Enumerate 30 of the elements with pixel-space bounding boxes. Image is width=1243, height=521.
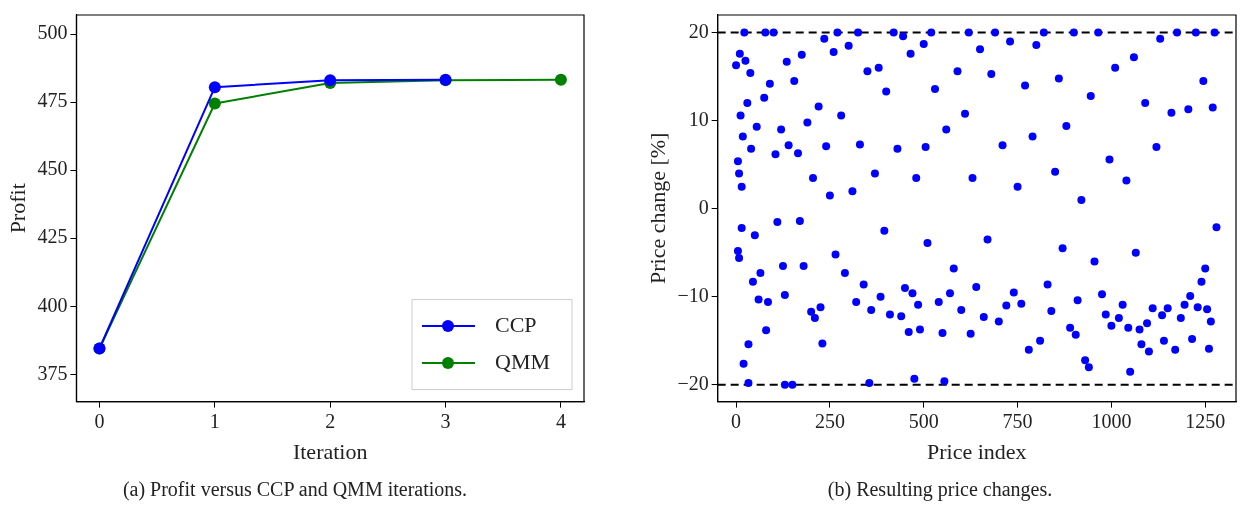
x-tick-label: 1000 (1091, 409, 1132, 432)
text: (a) Profit versus CCP and QMM iterations. (121, 478, 469, 501)
y-axis-title: Price change [%] (644, 132, 670, 285)
y-tick-label: 475 (37, 89, 68, 112)
x-tick-label: 1250 (1185, 409, 1226, 432)
y-tick-label: 10 (688, 107, 709, 130)
y-tick-label: 375 (37, 361, 68, 384)
y-tick-label: 450 (37, 157, 68, 180)
y-tick-label: 400 (37, 293, 68, 316)
y-tick-label: 425 (37, 225, 68, 248)
text: (b) Resulting price changes. (826, 478, 1054, 501)
y-axis-title: Profit (4, 183, 30, 234)
y-tick-label: 20 (688, 19, 709, 42)
x-tick-label: 1 (209, 409, 220, 432)
x-tick-label: 250 (814, 409, 845, 432)
legend-label: QMM (495, 348, 551, 374)
x-tick-label: 3 (440, 409, 451, 432)
y-tick-label: 500 (37, 21, 68, 44)
x-tick-label: 4 (555, 409, 566, 432)
x-tick-label: 750 (1002, 409, 1033, 432)
y-tick-label: −20 (677, 372, 709, 395)
y-tick-label: 0 (698, 195, 709, 218)
x-axis-title: Iteration (292, 438, 368, 464)
x-tick-label: 0 (731, 409, 742, 432)
x-axis-title: Price index (927, 438, 1027, 464)
x-tick-label: 500 (908, 409, 939, 432)
x-tick-label: 0 (94, 409, 105, 432)
legend-label: CCP (495, 311, 537, 337)
y-tick-label: −10 (677, 284, 709, 307)
x-tick-label: 2 (325, 409, 336, 432)
